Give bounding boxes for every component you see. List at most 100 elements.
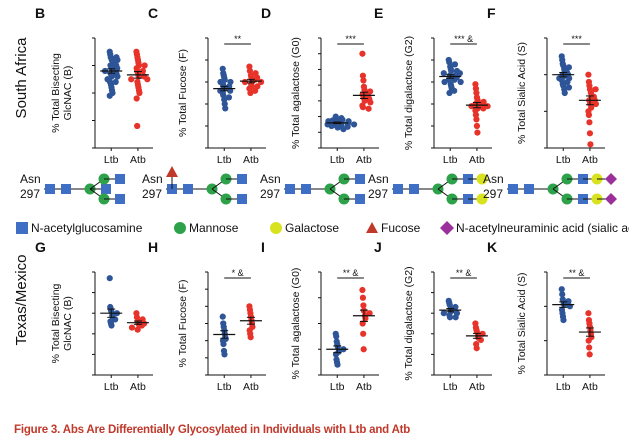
data-point — [474, 129, 481, 136]
data-point — [473, 116, 480, 123]
legend-label: N-acetylneuraminic acid (sialic acid) — [456, 221, 629, 235]
glcnac-square — [524, 184, 534, 194]
data-point — [334, 361, 341, 368]
galactose-circle — [476, 193, 488, 205]
glcnac-square — [61, 184, 71, 194]
data-point — [586, 351, 593, 358]
x-tick-label-atb: Atb — [243, 154, 259, 166]
significance-label: *** — [571, 34, 582, 44]
data-point — [333, 333, 340, 340]
data-point — [446, 314, 454, 321]
glcnac-square — [285, 184, 295, 194]
data-point — [565, 298, 572, 305]
panel-letter: I — [261, 239, 265, 255]
x-tick-label-atb: Atb — [582, 154, 598, 166]
data-point — [559, 291, 566, 298]
x-tick-label-ltb: Ltb — [217, 381, 232, 393]
asn-number: 297 — [483, 187, 503, 201]
panel-letter: G — [35, 239, 46, 255]
y-axis-label: % Total BisectingGlcNAC (B) — [50, 53, 74, 133]
galactose-circle — [270, 222, 282, 234]
fucose-triangle — [166, 166, 178, 177]
legend-label: Mannose — [189, 221, 239, 235]
x-tick-label-ltb: Ltb — [217, 154, 232, 166]
data-point — [440, 310, 447, 317]
asn-number: 297 — [368, 187, 388, 201]
data-point — [585, 310, 592, 317]
data-point — [451, 61, 459, 68]
y-axis-label: % Total Sialic Acid (S) — [516, 42, 528, 144]
panel-letter: J — [374, 239, 382, 255]
data-point — [141, 62, 148, 69]
y-axis-label: % Total Fucose (F) — [177, 49, 189, 137]
series-atb — [239, 303, 262, 341]
panel-h: H % Total Fucose (F) Ltb Atb * & — [148, 239, 266, 393]
series-ltb — [552, 53, 575, 97]
data-point — [221, 351, 228, 358]
series-atb — [578, 310, 601, 358]
legend-item-glcnac: N-acetylglucosamine — [16, 221, 143, 235]
panel-letter: D — [261, 5, 271, 21]
data-point — [480, 105, 487, 112]
x-tick-label-atb: Atb — [130, 154, 146, 166]
data-point — [227, 87, 234, 94]
x-tick-label-atb: Atb — [356, 381, 372, 393]
y-axis-label: % Total digalactose (G2) — [403, 266, 415, 380]
glcnac-square — [45, 184, 55, 194]
data-point — [359, 294, 367, 301]
panel-e: E % Total digalactose (G2) Ltb Atb *** & — [374, 5, 492, 166]
asn-label: Asn — [368, 172, 389, 186]
panel-letter: E — [374, 5, 383, 21]
asn-label: Asn — [483, 172, 504, 186]
significance-label: *** — [345, 34, 356, 44]
data-point — [359, 50, 366, 57]
panel-c: C % Total Fucose (F) Ltb Atb ** — [148, 5, 266, 166]
y-axis-label: % Total agalactose (G0) — [290, 37, 302, 149]
data-point — [564, 78, 571, 86]
x-tick-label-ltb: Ltb — [443, 381, 458, 393]
x-tick-label-atb: Atb — [243, 381, 259, 393]
x-tick-label-atb: Atb — [582, 381, 598, 393]
data-point — [108, 322, 115, 329]
data-point — [586, 130, 594, 137]
data-point — [440, 70, 447, 77]
legend-label: Galactose — [285, 221, 339, 235]
x-tick-label-atb: Atb — [130, 381, 146, 393]
data-point — [134, 326, 141, 333]
row-label-texas-mexico: Texas/Mexico — [13, 255, 30, 346]
data-point — [586, 119, 593, 126]
series-ltb — [326, 330, 349, 368]
series-ltb — [100, 48, 123, 99]
data-point — [112, 316, 119, 323]
data-point — [334, 124, 341, 131]
data-point — [328, 122, 335, 130]
data-point — [220, 341, 227, 348]
data-point — [592, 100, 599, 108]
data-point — [340, 126, 347, 133]
data-point — [585, 111, 593, 119]
series-atb — [465, 81, 491, 136]
series-ltb — [439, 297, 462, 321]
glcnac-square — [183, 184, 193, 194]
y-axis-label: % Total Fucose (F) — [177, 280, 189, 368]
glcnac-square — [355, 194, 365, 204]
glcnac-square — [237, 174, 247, 184]
data-point — [585, 71, 592, 78]
data-point — [565, 64, 573, 71]
glcnac-square — [16, 222, 28, 234]
data-point — [106, 92, 113, 99]
data-point — [367, 88, 374, 95]
panel-f: F % Total Sialic Acid (S) Ltb Atb *** — [487, 5, 605, 166]
scatter-panels: B % Total BisectingGlcNAC (B) Ltb Atb C % Tot… — [35, 5, 605, 393]
data-point — [247, 334, 254, 341]
glcnac-square — [115, 174, 125, 184]
data-point — [247, 89, 254, 97]
asn-label: Asn — [20, 172, 41, 186]
data-point — [560, 316, 567, 324]
glycan-legend: N-acetylglucosamine Mannose Galactose Fucos… — [16, 221, 629, 235]
